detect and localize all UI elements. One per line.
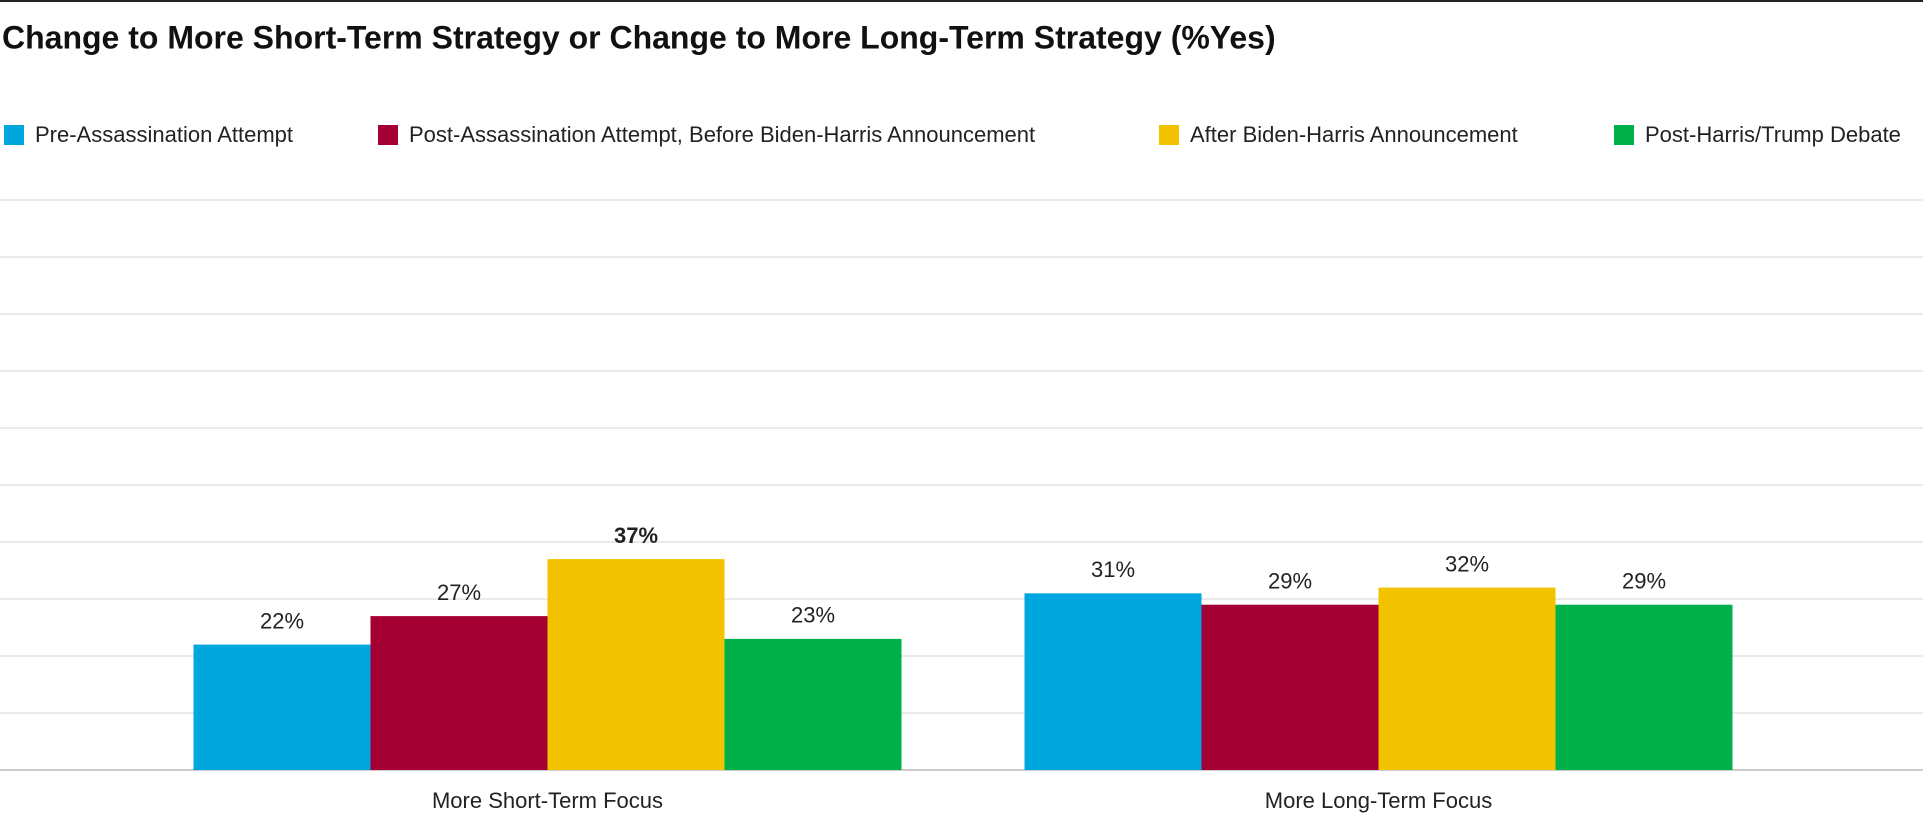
legend-label: Post-Harris/Trump Debate <box>1645 122 1901 147</box>
bar <box>547 559 725 770</box>
bar <box>1024 593 1202 770</box>
legend-swatch <box>378 125 398 145</box>
value-label: 31% <box>1091 557 1135 582</box>
legend-label: Pre-Assassination Attempt <box>35 122 293 147</box>
bar <box>1201 604 1379 770</box>
legend-label: After Biden-Harris Announcement <box>1190 122 1518 147</box>
value-label: 29% <box>1268 569 1312 594</box>
bar <box>370 616 548 770</box>
bar <box>1555 604 1733 770</box>
value-label: 37% <box>614 523 658 548</box>
x-tick-label: More Short-Term Focus <box>432 788 663 813</box>
legend-label: Post-Assassination Attempt, Before Biden… <box>409 122 1035 147</box>
bar <box>193 644 371 770</box>
chart-title: Change to More Short-Term Strategy or Ch… <box>2 19 1276 55</box>
value-label: 29% <box>1622 569 1666 594</box>
legend-swatch <box>4 125 24 145</box>
legend-swatch <box>1614 125 1634 145</box>
legend-swatch <box>1159 125 1179 145</box>
x-tick-label: More Long-Term Focus <box>1265 788 1492 813</box>
bar <box>1378 587 1556 770</box>
value-label: 22% <box>260 608 304 633</box>
value-label: 27% <box>437 580 481 605</box>
bar <box>724 638 902 770</box>
value-label: 23% <box>791 603 835 628</box>
value-label: 32% <box>1445 551 1489 576</box>
